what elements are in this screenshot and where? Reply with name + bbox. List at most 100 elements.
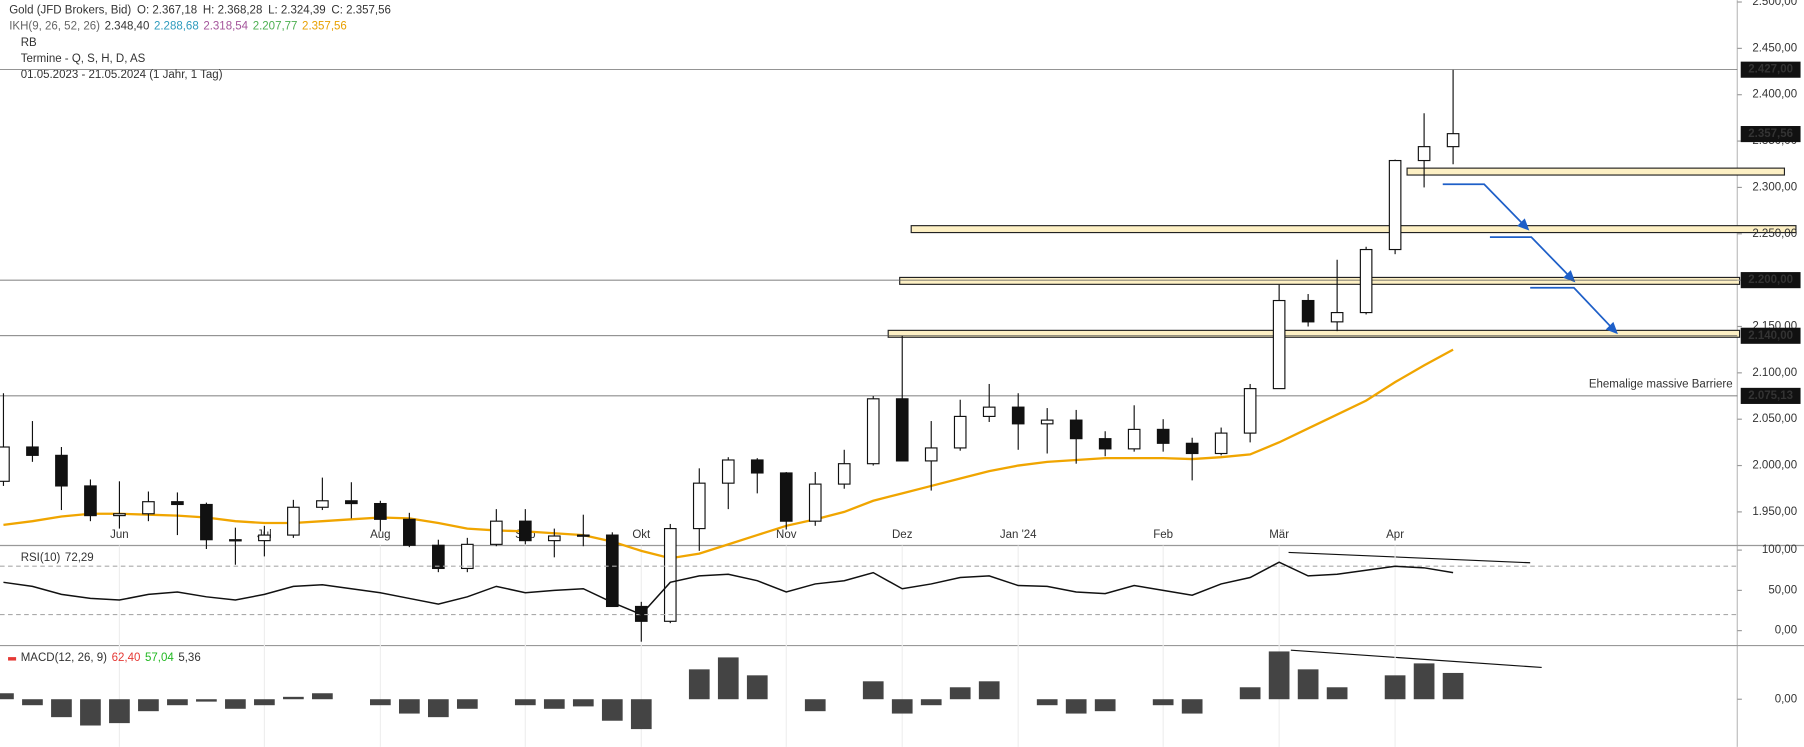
candle-body — [808, 483, 822, 522]
macd-bar — [543, 699, 565, 709]
macd-bar — [920, 699, 942, 706]
macd-bar — [804, 699, 826, 712]
macd-bar — [514, 699, 536, 706]
arrow-head — [1605, 321, 1618, 335]
candle-body — [663, 528, 677, 622]
macd-bar — [1036, 699, 1058, 706]
macd-bar — [1065, 699, 1087, 714]
level-label: 2.357,56 — [1748, 128, 1793, 140]
candle-body — [1417, 146, 1431, 162]
rsi-line — [3, 561, 1454, 616]
candle-body — [576, 534, 590, 537]
candle-body — [837, 463, 851, 485]
candle-body — [750, 459, 764, 474]
ikh-value: 2.348,40 — [105, 21, 150, 33]
legend-line: 01.05.2023 - 21.05.2024 (1 Jahr, 1 Tag) — [21, 69, 223, 81]
rsi-legend: RSI(10) 72,29 — [21, 552, 94, 564]
candle-body — [229, 539, 242, 542]
zone — [887, 329, 1741, 338]
rsi-value: 72,29 — [65, 552, 94, 564]
candle-body — [1272, 299, 1286, 390]
macd-bar — [225, 699, 246, 709]
ohlc-value: H: 2.368,28 — [203, 5, 262, 17]
candle-body — [345, 500, 358, 505]
candle-body — [692, 482, 706, 530]
candle-body — [547, 535, 561, 542]
candle-body — [1185, 442, 1199, 455]
zone — [910, 225, 1797, 234]
candle-body — [490, 520, 503, 545]
macd-bar — [1384, 675, 1406, 700]
rsi-tick-label: 0,00 — [1775, 625, 1797, 637]
level-tag — [1740, 272, 1801, 289]
macd-label: MACD(12, 26, 9) — [21, 652, 107, 664]
macd-bar — [1442, 672, 1464, 700]
rsi-tick-label: 50,00 — [1768, 584, 1797, 596]
macd-trendline — [1290, 649, 1542, 669]
macd-value: 57,04 — [145, 652, 174, 664]
macd-bar — [0, 693, 14, 700]
macd-bar — [80, 699, 101, 726]
y-tick-label: 2.450,00 — [1752, 42, 1797, 54]
title: Gold (JFD Brokers, Bid) O: 2.367,18 H: 2.3… — [9, 5, 391, 17]
projection-arrows — [1442, 183, 1618, 335]
level-tag — [1740, 126, 1801, 143]
ohlc-value: L: 2.324,39 — [268, 5, 326, 17]
rsi-label: RSI(10) — [21, 552, 61, 564]
candle-body — [1301, 299, 1315, 323]
y-tick-label: 2.250,00 — [1752, 228, 1797, 240]
macd-bar — [717, 657, 739, 700]
macd-bar — [746, 675, 768, 700]
title-text: Gold (JFD Brokers, Bid) — [9, 5, 131, 17]
macd-bar — [1181, 699, 1203, 714]
candle-body — [374, 502, 387, 520]
macd-bar — [978, 681, 1000, 700]
level-tag — [1740, 327, 1801, 344]
ikh-value: 2.318,54 — [203, 21, 248, 33]
macd-swatch — [8, 657, 17, 661]
legend-line: Termine - Q, S, H, D, AS — [21, 53, 146, 65]
candle-body — [605, 534, 619, 608]
macd-bar — [312, 693, 333, 700]
level-label: 2.140,00 — [1748, 330, 1793, 342]
arrow — [1530, 286, 1618, 334]
candle-body — [721, 459, 735, 484]
candle-body — [1127, 428, 1141, 450]
macd-bar — [1239, 687, 1261, 700]
level-label: 2.200,00 — [1748, 274, 1793, 286]
candle-body — [1040, 419, 1054, 425]
x-tick-label: Aug — [370, 529, 390, 541]
candle-body — [1069, 419, 1083, 440]
macd-bar — [1326, 687, 1348, 700]
macd-legend: MACD(12, 26, 9) 62,40 57,04 5,36 — [21, 652, 201, 664]
macd-bar — [254, 699, 275, 706]
macd-bar — [427, 699, 449, 718]
macd-bar — [949, 687, 971, 700]
x-tick-label: Nov — [776, 529, 797, 541]
macd-bar — [1152, 699, 1174, 706]
macd-bar — [196, 699, 217, 702]
ikh-value: 2.357,56 — [302, 21, 347, 33]
candle-body — [779, 472, 793, 522]
candle-body — [142, 501, 155, 515]
macd-bar — [862, 681, 884, 700]
macd-bar — [688, 669, 710, 700]
candle-body — [1098, 438, 1112, 450]
candle-body — [866, 398, 880, 465]
candle-body — [316, 500, 329, 508]
legend-line: RB — [21, 37, 37, 49]
candle-body — [0, 446, 10, 482]
candle-body — [113, 513, 126, 517]
level-label: 2.075,13 — [1748, 390, 1793, 402]
candle-body — [953, 415, 967, 449]
macd-bar — [630, 699, 652, 730]
ikh-label: IKH(9, 26, 52, 26) — [9, 21, 100, 33]
y-tick-label: 2.500,00 — [1752, 0, 1797, 8]
y-tick-label: 2.000,00 — [1752, 460, 1797, 472]
macd-bar — [1297, 669, 1319, 700]
x-tick-label: Okt — [632, 529, 651, 541]
candle-body — [258, 534, 271, 542]
candle-body — [895, 398, 909, 462]
arrow — [1489, 236, 1575, 282]
candle-body — [982, 406, 996, 417]
